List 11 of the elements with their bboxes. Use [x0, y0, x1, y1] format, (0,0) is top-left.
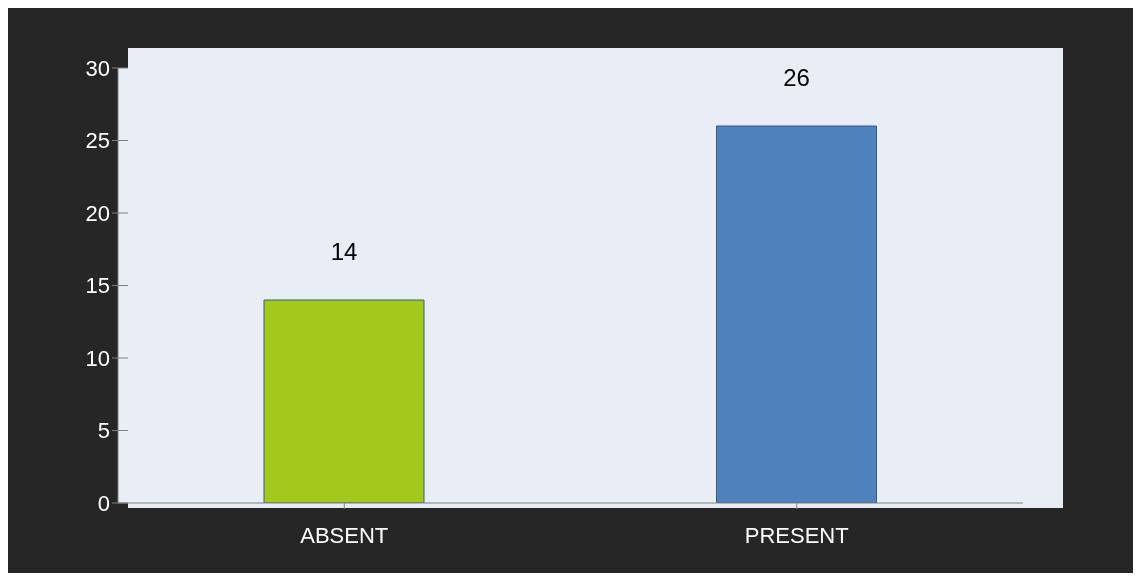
y-tick-label: 5 — [97, 418, 110, 444]
x-tick-label: PRESENT — [744, 522, 849, 548]
y-tick-label: 0 — [97, 490, 110, 516]
y-tick-label: 15 — [85, 273, 110, 299]
y-tick-label: 10 — [85, 345, 110, 371]
x-tick-label: ABSENT — [300, 522, 389, 548]
data-label: 26 — [783, 64, 810, 91]
y-tick-label: 30 — [85, 55, 110, 81]
y-tick-label: 25 — [85, 128, 110, 154]
data-label: 14 — [330, 238, 358, 265]
y-tick-label: 20 — [85, 200, 110, 226]
